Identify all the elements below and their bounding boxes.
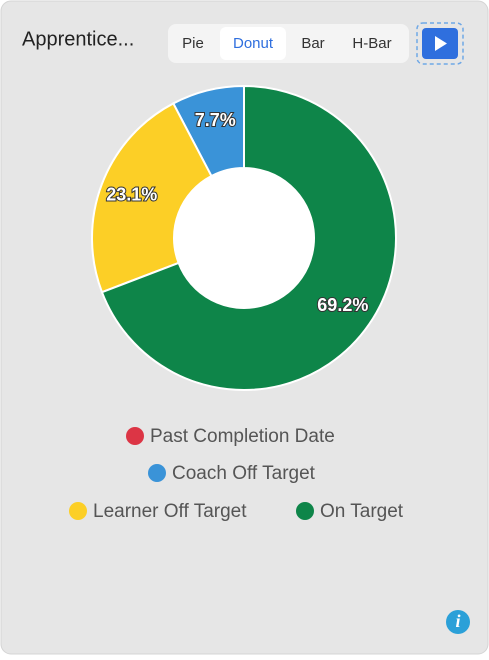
legend-label[interactable]: On Target (320, 501, 404, 522)
focus-ring (416, 22, 464, 65)
data-label: 23.1% (106, 184, 157, 204)
data-label: 69.2% (317, 295, 368, 315)
tab[interactable]: Bar (301, 35, 324, 52)
info-button[interactable] (446, 610, 470, 634)
play-icon (435, 36, 447, 51)
donut-hole (174, 168, 314, 308)
info-icon: i (455, 611, 460, 631)
tab[interactable]: Donut (233, 35, 274, 52)
legend: Past Completion Date Coach Off Target Lear… (69, 426, 404, 522)
legend-label[interactable]: Learner Off Target (93, 501, 247, 522)
data-label: 7.7% (195, 110, 236, 130)
legend-swatch[interactable] (69, 502, 87, 520)
legend-swatch[interactable] (296, 502, 314, 520)
tab[interactable]: Pie (182, 35, 204, 52)
tab-active-bg (220, 27, 286, 60)
tab[interactable]: H-Bar (352, 35, 391, 52)
legend-label[interactable]: Coach Off Target (172, 463, 316, 484)
tabs: Pie Donut Bar H-Bar (182, 27, 392, 60)
legend-swatch[interactable] (126, 427, 144, 445)
legend-label[interactable]: Past Completion Date (150, 426, 335, 447)
widget-title: Apprentice... (22, 28, 134, 50)
legend-swatch[interactable] (148, 464, 166, 482)
donut-chart: 7.7% 23.1% 69.2% (91, 84, 397, 391)
